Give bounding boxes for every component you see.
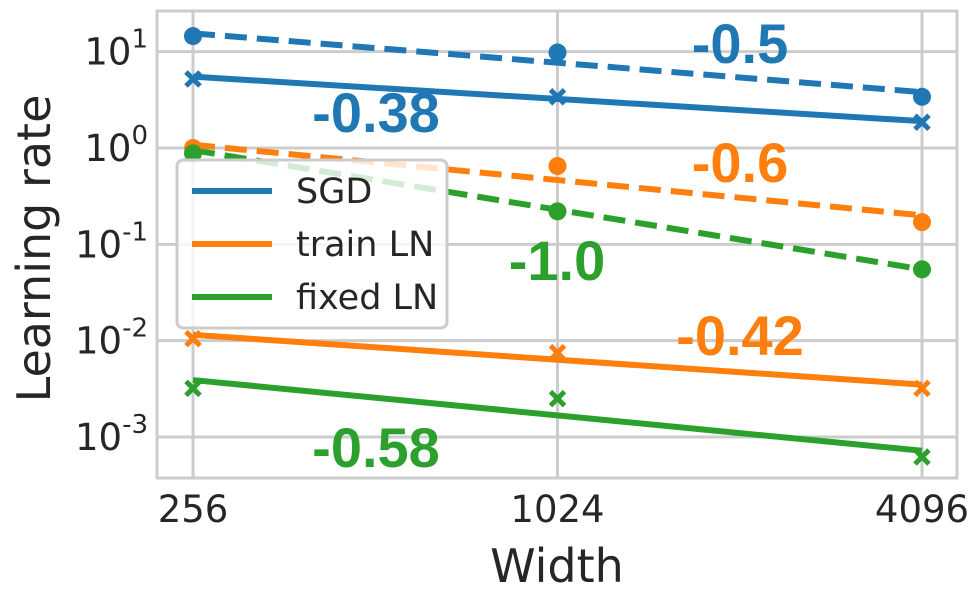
legend: SGD train LN fixed LN (175, 158, 449, 330)
data-point (548, 157, 567, 176)
plot-frame (155, 9, 959, 480)
y-axis-label: Learning rate (7, 95, 61, 403)
y-tick-label: 10-3 (75, 410, 148, 459)
slope-label: -0.5 (692, 12, 789, 75)
data-point (184, 144, 202, 163)
slope-label: -0.58 (312, 416, 440, 479)
slope-label: -1.0 (509, 229, 606, 292)
slope-label: -0.42 (676, 304, 804, 367)
y-tick-label: 100 (84, 121, 148, 170)
series-markers (184, 27, 931, 466)
data-point (184, 27, 202, 46)
y-tick-label: 10-1 (75, 217, 148, 266)
series-line-train-ln-dashed (192, 141, 923, 219)
data-point (913, 379, 931, 398)
slope-labels: -0.5 -0.38 -0.6 -0.42 -1.0 -0.58 (312, 12, 804, 479)
x-tick-label: 256 (158, 488, 229, 531)
data-point (548, 88, 567, 106)
y-tick-labels: 10-3 10-2 10-1 100 101 (75, 25, 148, 459)
series-line-fixed-ln-solid (192, 377, 923, 454)
x-tick-label: 1024 (510, 488, 604, 531)
data-point (548, 343, 567, 362)
data-point (548, 389, 567, 408)
data-point (913, 260, 931, 279)
series-line-sgd-dashed (192, 30, 923, 96)
data-point (548, 202, 567, 221)
y-tick-label: 10-2 (75, 314, 148, 363)
data-point (913, 87, 931, 106)
legend-label: fixed LN (296, 278, 438, 318)
x-axis-label: Width (490, 539, 624, 593)
data-point (184, 329, 202, 348)
series-line-train-ln-solid (192, 331, 923, 388)
x-tick-label: 4096 (875, 488, 969, 531)
x-tick-labels: 256 1024 4096 (158, 488, 969, 531)
data-point (184, 379, 202, 398)
legend-label: SGD (296, 172, 372, 212)
data-point (184, 70, 202, 88)
data-point (548, 43, 567, 62)
data-point (913, 113, 931, 132)
slope-label: -0.6 (692, 131, 789, 194)
legend-label: train LN (296, 225, 434, 265)
legend-box (175, 158, 449, 330)
data-point (913, 213, 931, 232)
slope-label: -0.38 (312, 81, 440, 144)
y-tick-label: 101 (84, 25, 148, 74)
data-point (913, 448, 931, 466)
